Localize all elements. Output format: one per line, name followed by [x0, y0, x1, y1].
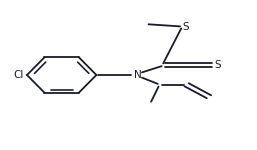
Text: S: S [214, 60, 221, 70]
Text: N: N [134, 70, 141, 80]
Text: Cl: Cl [14, 70, 24, 80]
Text: S: S [182, 22, 189, 32]
